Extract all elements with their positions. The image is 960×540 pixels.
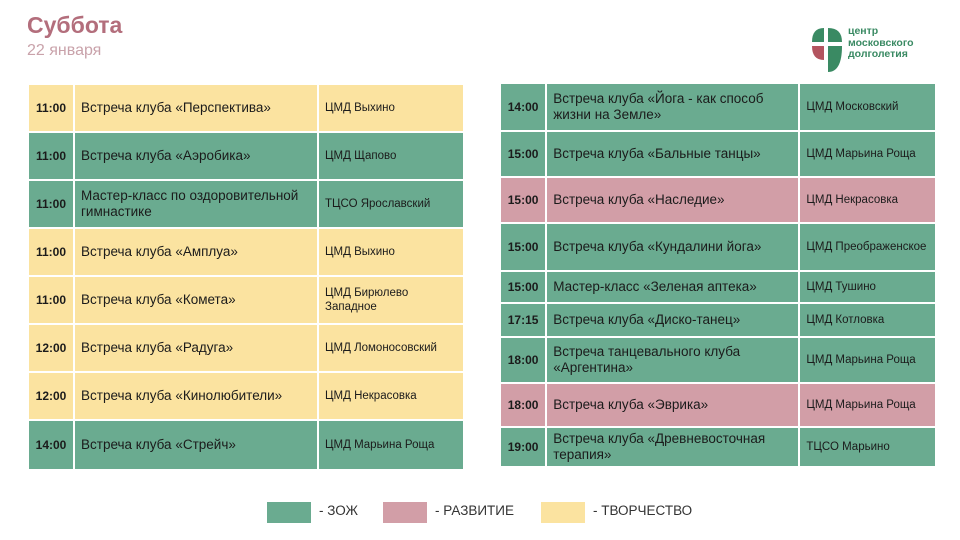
event-location: ЦМД Преображенское — [800, 224, 935, 270]
schedule-row: 11:00 Встреча клуба «Комета» ЦМД Бирюлево … — [29, 277, 463, 323]
event-name: Встреча клуба «Кундалини йога» — [547, 224, 799, 270]
event-location: ЦМД Марьина Роща — [800, 132, 935, 176]
schedule-row: 11:00 Мастер-класс по оздоровительной гим… — [29, 181, 463, 227]
event-location: ЦМД Некрасовка — [800, 178, 935, 222]
event-name: Встреча клуба «Диско-танец» — [547, 304, 799, 336]
event-time: 18:00 — [501, 338, 546, 382]
event-time: 12:00 — [29, 325, 73, 371]
event-location: ЦМД Марьина Роща — [800, 384, 935, 426]
legend-label-tvorchestvo: - ТВОРЧЕСТВО — [593, 503, 693, 518]
logo-mark-icon — [812, 28, 842, 72]
event-time: 11:00 — [29, 181, 73, 227]
event-location: ЦМД Выхино — [319, 229, 463, 275]
event-location: ЦМД Марьина Роща — [319, 421, 463, 469]
schedule-row: 18:00 Встреча клуба «Эврика» ЦМД Марьина Р… — [501, 384, 935, 426]
event-name: Встреча клуба «Аэробика» — [75, 133, 317, 179]
event-time: 11:00 — [29, 229, 73, 275]
event-name: Встреча клуба «Бальные танцы» — [547, 132, 799, 176]
schedule-row: 18:00 Встреча танцевального клуба «Аргент… — [501, 338, 935, 382]
event-time: 14:00 — [29, 421, 73, 469]
legend-swatch-razvitie — [383, 502, 427, 523]
event-location: ЦМД Выхино — [319, 85, 463, 131]
event-name: Встреча клуба «Комета» — [75, 277, 317, 323]
event-name: Встреча клуба «Амплуа» — [75, 229, 317, 275]
event-name: Встреча клуба «Радуга» — [75, 325, 317, 371]
logo: центр московского долголетия — [810, 25, 940, 76]
event-time: 19:00 — [501, 428, 546, 466]
event-name: Встреча танцевального клуба «Аргентина» — [547, 338, 799, 382]
event-time: 15:00 — [501, 178, 546, 222]
event-location: ТЦСО Ярославский — [319, 181, 463, 227]
event-time: 17:15 — [501, 304, 546, 336]
schedule-row: 12:00 Встреча клуба «Кинолюбители» ЦМД Нек… — [29, 373, 463, 419]
logo-line-3: долголетия — [848, 48, 908, 60]
schedule-row: 12:00 Встреча клуба «Радуга» ЦМД Ломоносов… — [29, 325, 463, 371]
event-name: Встреча клуба «Стрейч» — [75, 421, 317, 469]
schedule-row: 11:00 Встреча клуба «Амплуа» ЦМД Выхино — [29, 229, 463, 275]
schedule-row: 15:00 Встреча клуба «Бальные танцы» ЦМД Ма… — [501, 132, 935, 176]
date-subtitle: 22 января — [27, 42, 102, 59]
schedule-row: 15:00 Встреча клуба «Кундалини йога» ЦМД П… — [501, 224, 935, 270]
schedule-row: 14:00 Встреча клуба «Йога - как способ жи… — [501, 84, 935, 130]
schedule-row: 17:15 Встреча клуба «Диско-танец» ЦМД Котл… — [501, 304, 935, 336]
legend-swatch-zoz — [267, 502, 311, 523]
schedule-table-right: 14:00 Встреча клуба «Йога - как способ жи… — [499, 82, 937, 468]
event-location: ЦМД Щапово — [319, 133, 463, 179]
event-location: ЦМД Московский — [800, 84, 935, 130]
event-location: ЦМД Бирюлево Западное — [319, 277, 463, 323]
event-time: 18:00 — [501, 384, 546, 426]
event-name: Мастер-класс по оздоровительной гимнасти… — [75, 181, 317, 227]
event-name: Мастер-класс «Зеленая аптека» — [547, 272, 799, 302]
event-name: Встреча клуба «Древневосточная терапия» — [547, 428, 799, 466]
schedule-row: 14:00 Встреча клуба «Стрейч» ЦМД Марьина Р… — [29, 421, 463, 469]
event-location: ЦМД Некрасовка — [319, 373, 463, 419]
event-location: ЦМД Тушино — [800, 272, 935, 302]
event-location: ТЦСО Марьино — [800, 428, 935, 466]
page-title: Суббота — [27, 12, 123, 38]
legend-swatch-tvorchestvo — [541, 502, 585, 523]
event-location: ЦМД Ломоносовский — [319, 325, 463, 371]
event-time: 12:00 — [29, 373, 73, 419]
event-time: 11:00 — [29, 133, 73, 179]
event-time: 15:00 — [501, 224, 546, 270]
event-name: Встреча клуба «Йога - как способ жизни н… — [547, 84, 799, 130]
event-time: 11:00 — [29, 85, 73, 131]
logo-line-2: московского — [848, 36, 914, 49]
schedule-row: 19:00 Встреча клуба «Древневосточная тера… — [501, 428, 935, 466]
event-name: Встреча клуба «Наследие» — [547, 178, 799, 222]
legend-label-razvitie: - РАЗВИТИЕ — [435, 503, 515, 518]
schedule-row: 11:00 Встреча клуба «Перспектива» ЦМД Выхи… — [29, 85, 463, 131]
schedule-table-left: 11:00 Встреча клуба «Перспектива» ЦМД Выхи… — [27, 83, 465, 471]
legend-label-zoz: - ЗОЖ — [319, 503, 358, 518]
event-location: ЦМД Котловка — [800, 304, 935, 336]
event-time: 14:00 — [501, 84, 546, 130]
schedule-row: 15:00 Встреча клуба «Наследие» ЦМД Некрасо… — [501, 178, 935, 222]
logo-text: центр московского долголетия — [848, 25, 948, 61]
schedule-row: 11:00 Встреча клуба «Аэробика» ЦМД Щапово — [29, 133, 463, 179]
event-name: Встреча клуба «Перспектива» — [75, 85, 317, 131]
schedule-row: 15:00 Мастер-класс «Зеленая аптека» ЦМД Ту… — [501, 272, 935, 302]
event-time: 15:00 — [501, 272, 546, 302]
event-name: Встреча клуба «Эврика» — [547, 384, 799, 426]
event-time: 15:00 — [501, 132, 546, 176]
logo-line-1: центр — [848, 25, 879, 37]
event-location: ЦМД Марьина Роща — [800, 338, 935, 382]
event-time: 11:00 — [29, 277, 73, 323]
event-name: Встреча клуба «Кинолюбители» — [75, 373, 317, 419]
